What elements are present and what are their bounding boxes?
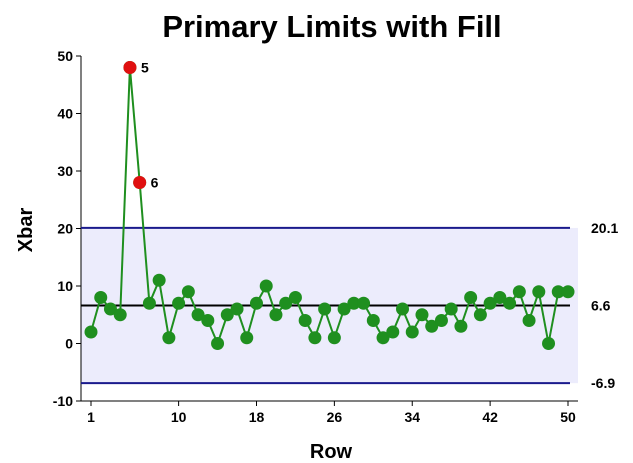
data-point — [405, 325, 419, 339]
data-point — [542, 337, 556, 350]
data-point — [201, 314, 215, 327]
y-tick-label: 20 — [57, 221, 73, 237]
upper-control-limit-label: 20.1 — [591, 220, 618, 236]
data-point — [503, 296, 517, 310]
data-point — [103, 302, 117, 316]
data-point — [259, 279, 273, 293]
data-point — [551, 285, 565, 299]
x-tick-label: 42 — [482, 409, 498, 425]
data-point — [454, 319, 468, 333]
data-point — [376, 331, 390, 345]
data-point — [298, 314, 312, 327]
out-of-control-label: 6 — [151, 175, 159, 191]
x-tick-label: 26 — [327, 409, 343, 425]
y-tick-label: 50 — [57, 48, 73, 64]
data-point — [386, 325, 400, 339]
data-point — [269, 308, 283, 322]
data-point — [220, 308, 234, 322]
y-tick-label: 40 — [57, 106, 73, 122]
data-point — [366, 314, 380, 327]
data-point — [162, 331, 176, 345]
x-tick-label: 34 — [404, 409, 420, 425]
lower-control-limit-label: -6.9 — [591, 375, 615, 391]
data-point — [357, 296, 371, 310]
out-of-control-label: 5 — [141, 60, 149, 76]
data-point — [561, 285, 575, 299]
x-axis-title: Row — [310, 441, 353, 463]
data-point — [396, 302, 410, 316]
y-tick-label: 10 — [57, 278, 73, 294]
data-point — [142, 296, 156, 310]
data-point — [230, 302, 244, 316]
center-line-label: 6.6 — [591, 298, 611, 314]
data-point — [249, 296, 263, 310]
data-point — [84, 325, 98, 339]
out-of-control-point — [133, 176, 147, 189]
data-point — [532, 285, 546, 299]
x-tick-label: 18 — [249, 409, 265, 425]
x-tick-label: 10 — [171, 409, 187, 425]
data-point — [172, 296, 186, 310]
data-point — [522, 314, 536, 327]
data-point — [191, 308, 205, 322]
y-tick-label: -10 — [53, 393, 73, 409]
data-point — [415, 308, 429, 322]
data-point — [444, 302, 458, 316]
chart-title: Primary Limits with Fill — [162, 9, 501, 44]
data-point — [327, 331, 341, 345]
data-point — [152, 273, 166, 287]
data-point — [94, 291, 108, 304]
data-point — [181, 285, 195, 299]
data-point — [347, 296, 361, 310]
x-tick-label: 1 — [87, 409, 95, 425]
x-tick-label: 50 — [560, 409, 576, 425]
y-tick-label: 30 — [57, 163, 73, 179]
data-point — [308, 331, 322, 345]
out-of-control-point — [123, 61, 137, 74]
data-point — [113, 308, 127, 322]
data-point — [279, 296, 293, 310]
data-point — [288, 291, 302, 304]
data-point — [318, 302, 332, 316]
data-point — [211, 337, 225, 350]
data-point — [240, 331, 254, 345]
y-tick-label: 0 — [65, 336, 73, 352]
data-point — [493, 291, 507, 304]
data-point — [464, 291, 478, 304]
data-point — [483, 296, 497, 310]
data-point — [337, 302, 351, 316]
data-point — [512, 285, 526, 299]
y-axis-title: Xbar — [15, 208, 37, 253]
data-point — [434, 314, 448, 327]
data-point — [425, 319, 439, 333]
data-point — [473, 308, 487, 322]
